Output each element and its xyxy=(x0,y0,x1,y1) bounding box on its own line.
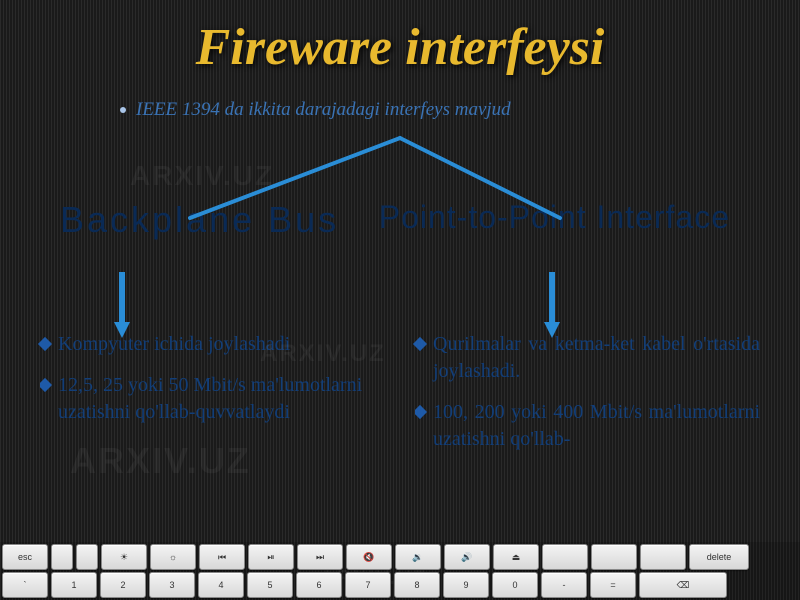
keyboard-key: ⏯ xyxy=(248,544,294,570)
column-left: Kompyuter ichida joylashadi 12,5, 25 yok… xyxy=(40,331,385,467)
keyboard-row-1: `1234567890-=⌫ xyxy=(2,572,798,598)
left-para-1: Kompyuter ichida joylashadi xyxy=(40,331,385,358)
intro-bullet-text: IEEE 1394 da ikkita darajadagi interfeys… xyxy=(136,99,511,121)
keyboard-key xyxy=(76,544,98,570)
keyboard-key: ⌫ xyxy=(639,572,727,598)
intro-bullet: IEEE 1394 da ikkita darajadagi interfeys… xyxy=(120,99,800,121)
keyboard-key: 8 xyxy=(394,572,440,598)
page-title: Fireware interfeysi xyxy=(0,0,800,77)
keyboard-key: ⏭ xyxy=(297,544,343,570)
right-para-1: Qurilmalar va ketma-ket kabel o'rtasida … xyxy=(415,331,760,385)
right-para-1-text: Qurilmalar va ketma-ket kabel o'rtasida … xyxy=(433,331,760,385)
down-arrow-right xyxy=(540,270,564,340)
keyboard-key: 6 xyxy=(296,572,342,598)
keyboard-key: 5 xyxy=(247,572,293,598)
keyboard-key xyxy=(542,544,588,570)
keyboard-key: esc xyxy=(2,544,48,570)
right-para-2-text: 100, 200 yoki 400 Mbit/s ma'lumotlarni u… xyxy=(433,399,760,453)
left-para-2-text: 12,5, 25 yoki 50 Mbit/s ma'lumotlarni uz… xyxy=(58,372,385,426)
keyboard-strip: esc ☀☼⏮⏯⏭🔇🔉🔊⏏ delete `1234567890-=⌫ xyxy=(0,542,800,600)
keyboard-key: 0 xyxy=(492,572,538,598)
keyboard-key: 🔉 xyxy=(395,544,441,570)
watermark: ARXIV.UZ xyxy=(130,160,274,192)
bullet-dot-icon xyxy=(120,107,126,113)
keyboard-key: ☀ xyxy=(101,544,147,570)
keyboard-key: ☼ xyxy=(150,544,196,570)
keyboard-key: 🔊 xyxy=(444,544,490,570)
diamond-bullet-icon xyxy=(413,337,427,351)
subhead-backplane: Backplane Bus xyxy=(60,199,339,241)
keyboard-key: 🔇 xyxy=(346,544,392,570)
diamond-bullet-icon xyxy=(415,405,427,419)
keyboard-key: = xyxy=(590,572,636,598)
keyboard-key: delete xyxy=(689,544,749,570)
keyboard-key xyxy=(591,544,637,570)
body-columns: Kompyuter ichida joylashadi 12,5, 25 yok… xyxy=(0,331,800,467)
right-para-2: 100, 200 yoki 400 Mbit/s ma'lumotlarni u… xyxy=(415,399,760,453)
keyboard-row-0: esc ☀☼⏮⏯⏭🔇🔉🔊⏏ delete xyxy=(2,544,798,570)
keyboard-key: ⏏ xyxy=(493,544,539,570)
diamond-bullet-icon xyxy=(38,337,52,351)
keyboard-key: - xyxy=(541,572,587,598)
keyboard-key: 9 xyxy=(443,572,489,598)
keyboard-key: 7 xyxy=(345,572,391,598)
down-arrow-left xyxy=(110,270,134,340)
keyboard-key: ` xyxy=(2,572,48,598)
left-para-2: 12,5, 25 yoki 50 Mbit/s ma'lumotlarni uz… xyxy=(40,372,385,426)
column-right: Qurilmalar va ketma-ket kabel o'rtasida … xyxy=(415,331,760,467)
keyboard-key: 1 xyxy=(51,572,97,598)
keyboard-key: ⏮ xyxy=(199,544,245,570)
subhead-p2p: Point-to-Point Interface xyxy=(379,199,730,241)
keyboard-key xyxy=(51,544,73,570)
keyboard-key: 4 xyxy=(198,572,244,598)
left-para-1-text: Kompyuter ichida joylashadi xyxy=(58,331,385,358)
diamond-bullet-icon xyxy=(40,378,52,392)
keyboard-key: 3 xyxy=(149,572,195,598)
keyboard-key: 2 xyxy=(100,572,146,598)
keyboard-key xyxy=(640,544,686,570)
